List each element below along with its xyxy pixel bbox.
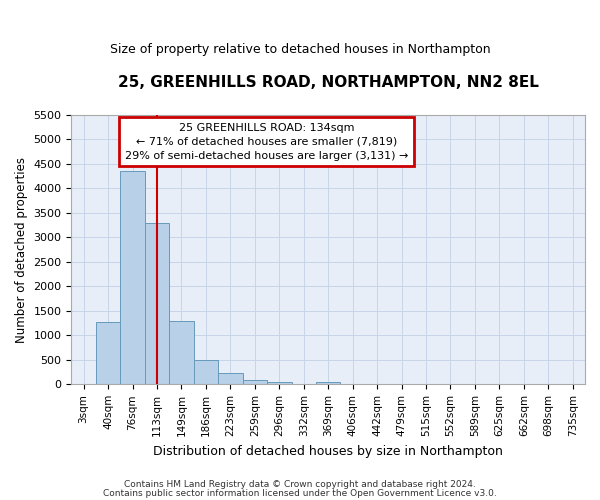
- Text: 25 GREENHILLS ROAD: 134sqm
← 71% of detached houses are smaller (7,819)
29% of s: 25 GREENHILLS ROAD: 134sqm ← 71% of deta…: [125, 123, 408, 161]
- Title: 25, GREENHILLS ROAD, NORTHAMPTON, NN2 8EL: 25, GREENHILLS ROAD, NORTHAMPTON, NN2 8E…: [118, 75, 539, 90]
- Text: Contains HM Land Registry data © Crown copyright and database right 2024.: Contains HM Land Registry data © Crown c…: [124, 480, 476, 489]
- Text: Contains public sector information licensed under the Open Government Licence v3: Contains public sector information licen…: [103, 488, 497, 498]
- Bar: [267, 382, 292, 384]
- X-axis label: Distribution of detached houses by size in Northampton: Distribution of detached houses by size …: [153, 444, 503, 458]
- Bar: [145, 222, 169, 384]
- Bar: [121, 171, 145, 384]
- Bar: [194, 360, 218, 384]
- Bar: [218, 373, 242, 384]
- Text: Size of property relative to detached houses in Northampton: Size of property relative to detached ho…: [110, 42, 490, 56]
- Bar: [316, 382, 340, 384]
- Y-axis label: Number of detached properties: Number of detached properties: [15, 156, 28, 342]
- Bar: [96, 322, 121, 384]
- Bar: [169, 320, 194, 384]
- Bar: [242, 380, 267, 384]
